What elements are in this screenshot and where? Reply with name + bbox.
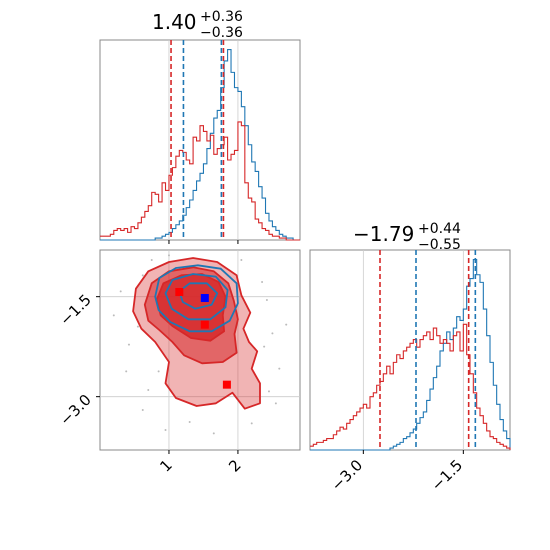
scatter-panel: 1 2 −1.5 −3.0 [56,249,301,476]
scatter-point [164,429,167,431]
scatter-point [212,432,215,435]
scatter-point [261,281,264,283]
markers [175,288,231,389]
scatter-point [141,409,144,411]
scatter-point [271,332,274,335]
y-tick-label: −1.5 [56,291,94,329]
blue-contour [178,282,219,310]
x-ticks: −3.0 −1.5 [328,450,466,495]
scatter-point [147,389,150,391]
histogram-panel-param1 [99,39,301,244]
red-marker [175,288,184,296]
scatter-point [157,370,160,373]
red-marker [200,320,209,329]
blue-contour [164,273,229,321]
y-tick-label: −3.0 [56,391,94,429]
title-param1: 1.40 [152,10,197,34]
scatter-point [150,259,153,261]
scatter-point [274,402,277,405]
scatter-point [119,290,122,293]
x-tick-label: −1.5 [428,456,466,494]
scatter-point [112,314,115,317]
scatter-point [125,370,128,373]
scatter-points [112,254,288,435]
x-tick-label: 2 [225,456,244,475]
blue-histogram-line [100,48,300,241]
contours [132,257,261,410]
x-tick-label: −3.0 [328,456,366,494]
x-ticks [168,240,239,244]
scatter-point [167,254,170,257]
scatter-point [265,299,268,301]
red-histogram-line [100,121,300,241]
scatter-point [263,345,266,348]
quantile-lines [379,250,477,450]
scatter-point [285,323,288,326]
blue-histogram-line [310,258,511,451]
scatter-point [141,274,144,277]
title-param1-sub: −0.36 [200,25,243,41]
histogram-steps [100,48,300,241]
red-histogram-line [310,323,511,450]
scatter-point [127,343,130,346]
title-param2-sub: −0.55 [418,237,461,253]
x-tick-label: 1 [156,456,175,475]
red-marker [222,380,231,389]
scatter-point [278,367,281,370]
title-param2-sup: +0.44 [418,221,461,237]
histogram-steps [310,258,511,451]
title-param2: −1.79 [353,222,414,246]
scatter-point [267,390,270,393]
title-param1-sup: +0.36 [200,9,243,25]
scatter-point [250,422,253,425]
quantile-lines [170,40,225,240]
blue-marker [200,294,209,302]
histogram-panel-param2: −3.0 −1.5 [309,249,511,495]
blue-contour [154,264,239,333]
scatter-point [188,421,191,423]
scatter-point [240,259,243,261]
scatter-point [136,325,139,328]
